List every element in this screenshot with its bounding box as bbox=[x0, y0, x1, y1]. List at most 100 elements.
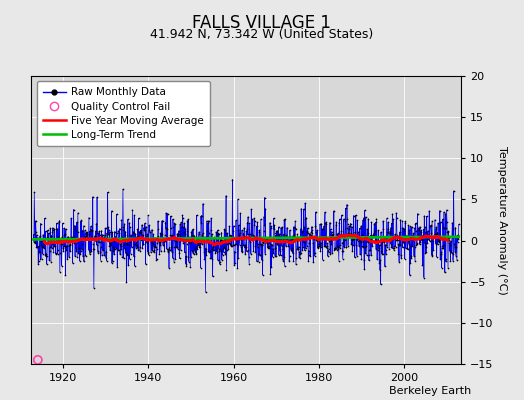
Point bbox=[176, 255, 184, 262]
Point bbox=[357, 256, 366, 262]
Point bbox=[31, 239, 39, 246]
Point bbox=[306, 253, 314, 260]
Point bbox=[298, 247, 307, 253]
Point bbox=[192, 243, 200, 250]
Point bbox=[417, 236, 425, 242]
Point bbox=[427, 223, 435, 229]
Point bbox=[128, 207, 137, 213]
Point bbox=[209, 247, 217, 253]
Point bbox=[235, 222, 243, 228]
Point bbox=[182, 241, 191, 247]
Point bbox=[143, 231, 151, 238]
Point bbox=[442, 225, 451, 231]
Point bbox=[215, 248, 224, 254]
Point bbox=[150, 249, 159, 255]
Point bbox=[74, 210, 82, 216]
Point bbox=[232, 217, 240, 224]
Point bbox=[169, 216, 177, 222]
Point bbox=[178, 237, 187, 244]
Point bbox=[39, 232, 47, 238]
Point bbox=[403, 245, 411, 252]
Point bbox=[49, 249, 58, 255]
Point bbox=[433, 231, 441, 238]
Point bbox=[175, 250, 183, 256]
Point bbox=[322, 244, 330, 250]
Point bbox=[402, 232, 411, 239]
Point bbox=[243, 220, 252, 226]
Point bbox=[425, 238, 434, 244]
Point bbox=[198, 231, 206, 238]
Point bbox=[454, 221, 463, 228]
Point bbox=[122, 250, 130, 256]
Point bbox=[129, 230, 138, 237]
Point bbox=[258, 272, 267, 278]
Point bbox=[325, 246, 333, 253]
Point bbox=[344, 230, 353, 236]
Point bbox=[190, 245, 199, 251]
Point bbox=[219, 238, 227, 244]
Point bbox=[295, 254, 303, 260]
Point bbox=[251, 243, 259, 250]
Point bbox=[413, 232, 422, 238]
Point bbox=[49, 225, 57, 231]
Point bbox=[41, 239, 49, 245]
Point bbox=[81, 252, 90, 258]
Point bbox=[398, 225, 406, 232]
Point bbox=[185, 239, 193, 245]
Point bbox=[230, 242, 238, 248]
Point bbox=[243, 248, 251, 254]
Point bbox=[134, 246, 143, 253]
Point bbox=[260, 214, 268, 220]
Point bbox=[309, 232, 317, 239]
Point bbox=[276, 248, 284, 254]
Point bbox=[193, 236, 201, 243]
Point bbox=[235, 232, 243, 238]
Point bbox=[408, 224, 416, 230]
Point bbox=[389, 236, 398, 242]
Point bbox=[157, 248, 165, 254]
Point bbox=[303, 243, 311, 250]
Point bbox=[354, 229, 363, 235]
Point bbox=[283, 237, 292, 243]
Point bbox=[64, 234, 72, 240]
Point bbox=[307, 229, 315, 235]
Point bbox=[38, 244, 46, 250]
Point bbox=[222, 230, 230, 236]
Point bbox=[170, 258, 178, 265]
Point bbox=[149, 241, 157, 247]
Point bbox=[38, 235, 47, 242]
Point bbox=[215, 231, 223, 237]
Point bbox=[163, 234, 171, 241]
Point bbox=[118, 227, 127, 233]
Point bbox=[285, 239, 293, 245]
Point bbox=[324, 248, 332, 254]
Point bbox=[424, 234, 433, 240]
Point bbox=[352, 242, 361, 249]
Point bbox=[91, 232, 99, 239]
Point bbox=[257, 256, 266, 263]
Point bbox=[184, 254, 193, 260]
Point bbox=[165, 246, 173, 252]
Point bbox=[222, 267, 231, 273]
Point bbox=[201, 289, 210, 296]
Point bbox=[121, 232, 129, 238]
Point bbox=[173, 230, 182, 237]
Point bbox=[62, 226, 70, 232]
Point bbox=[123, 252, 132, 258]
Point bbox=[412, 241, 421, 248]
Point bbox=[319, 235, 328, 242]
Point bbox=[154, 218, 162, 224]
Legend: Raw Monthly Data, Quality Control Fail, Five Year Moving Average, Long-Term Tren: Raw Monthly Data, Quality Control Fail, … bbox=[37, 81, 210, 146]
Text: FALLS VILLAGE 1: FALLS VILLAGE 1 bbox=[192, 14, 332, 32]
Point bbox=[190, 232, 199, 239]
Point bbox=[186, 264, 194, 270]
Point bbox=[179, 215, 187, 222]
Point bbox=[297, 226, 305, 232]
Point bbox=[191, 239, 200, 245]
Point bbox=[223, 230, 231, 237]
Point bbox=[108, 258, 117, 264]
Point bbox=[362, 243, 370, 250]
Point bbox=[279, 258, 287, 264]
Point bbox=[347, 240, 355, 247]
Point bbox=[391, 244, 400, 250]
